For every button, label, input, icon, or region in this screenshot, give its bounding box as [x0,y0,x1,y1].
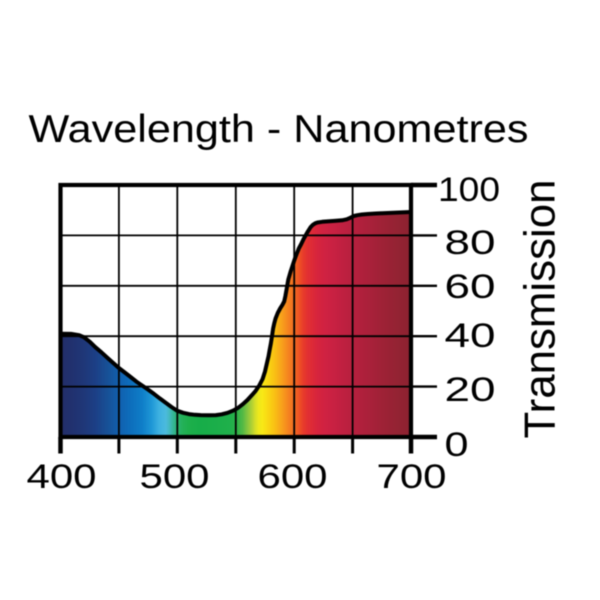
svg-text:600: 600 [258,458,328,496]
svg-text:20: 20 [445,371,496,409]
svg-text:80: 80 [445,224,496,262]
svg-text:100: 100 [438,171,500,209]
svg-text:Transmission: Transmission [517,180,565,439]
svg-text:700: 700 [377,458,447,496]
svg-text:Wavelength - Nanometres: Wavelength - Nanometres [29,108,529,151]
svg-text:60: 60 [445,268,496,306]
svg-text:0: 0 [445,426,469,464]
svg-text:500: 500 [140,458,210,496]
svg-text:400: 400 [27,458,97,496]
svg-text:40: 40 [445,317,496,355]
